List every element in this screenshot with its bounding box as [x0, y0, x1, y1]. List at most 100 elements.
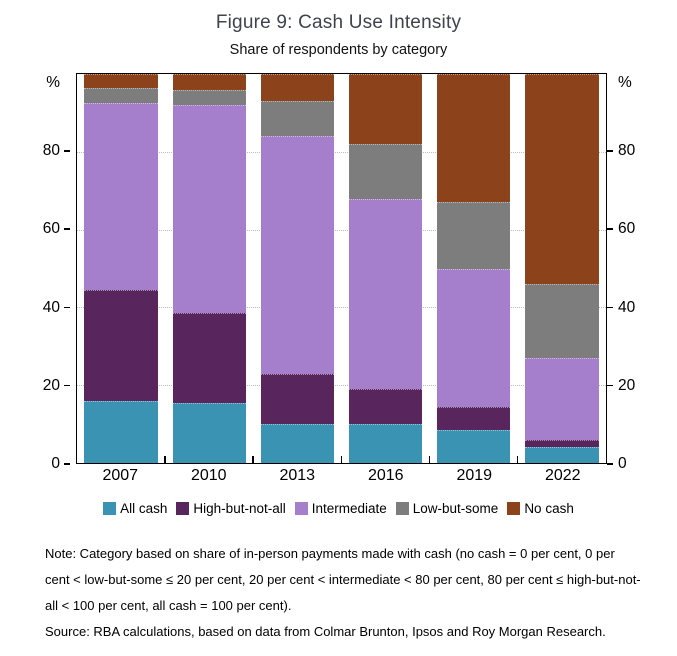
x-axis-label-2019: 2019: [456, 467, 493, 484]
segment-low-but-some-2019: [437, 202, 511, 269]
segment-all-cash-2016: [349, 424, 423, 463]
legend-swatch: [507, 502, 521, 515]
bars-container: [77, 74, 606, 463]
y-axis-label-40: 40: [42, 298, 60, 316]
segment-all-cash-2007: [84, 400, 158, 463]
y-axis-label-20: 20: [618, 376, 636, 394]
y-axis-tickmark-40: [607, 306, 613, 309]
y-axis-right-unit: %: [618, 74, 632, 91]
figure-title: Figure 9: Cash Use Intensity: [215, 12, 462, 33]
legend-label: No cash: [524, 501, 574, 516]
legend-label: Intermediate: [311, 501, 387, 516]
segment-all-cash-2010: [172, 402, 246, 463]
segment-low-but-some-2010: [172, 89, 246, 106]
figure-subtitle: Share of respondents by category: [229, 42, 448, 58]
y-axis-label-0: 0: [618, 455, 627, 472]
x-axis-tick: [252, 456, 254, 463]
y-axis-tickmark-60: [64, 228, 70, 230]
segment-intermediate-2016: [349, 198, 423, 390]
y-axis-left: % 0 20 40 60 80: [0, 73, 70, 472]
stacked-bar-2016: [349, 74, 423, 463]
legend-swatch: [294, 502, 308, 515]
segment-low-but-some-2013: [260, 101, 334, 137]
segment-no-cash-2022: [525, 74, 599, 285]
x-axis-label-2007: 2007: [102, 467, 139, 484]
bar-slot-2007: [77, 74, 165, 463]
segment-high-but-not-all-2022: [525, 439, 599, 448]
segment-high-but-not-all-2016: [349, 389, 423, 425]
y-axis-right: % 0 20 40 60 80: [607, 73, 677, 472]
segment-low-but-some-2007: [84, 87, 158, 104]
segment-high-but-not-all-2019: [437, 406, 511, 430]
bar-slot-2019: [430, 74, 518, 463]
segment-no-cash-2016: [349, 74, 423, 145]
y-axis-label-80: 80: [618, 142, 636, 160]
gridline-60: [77, 229, 606, 231]
segment-intermediate-2022: [525, 358, 599, 440]
y-axis-label-0: 0: [51, 455, 60, 472]
stacked-bar-2022: [525, 74, 599, 463]
legend-label: All cash: [120, 501, 168, 516]
y-axis-tickmark-20: [607, 384, 613, 387]
legend-swatch: [395, 502, 409, 515]
segment-no-cash-2013: [260, 74, 334, 102]
legend-item-intermediate: Intermediate: [294, 501, 387, 516]
segment-low-but-some-2022: [525, 284, 599, 358]
stacked-bar-2019: [437, 74, 511, 463]
y-axis-label-40: 40: [618, 298, 636, 316]
y-axis-label-20: 20: [42, 376, 60, 394]
y-axis-tickmark-60: [607, 228, 613, 230]
segment-all-cash-2019: [437, 429, 511, 463]
gridline-40: [77, 307, 606, 309]
y-axis-left-unit: %: [46, 74, 60, 91]
stacked-bar-2010: [172, 74, 246, 463]
y-axis-tickmark-40: [64, 306, 70, 309]
gridline-80: [77, 151, 606, 153]
figure-note: Note: Category based on share of in-pers…: [45, 546, 641, 613]
chart-legend: All cash High-but-not-all Intermediate Low-…: [0, 501, 677, 516]
segment-all-cash-2022: [525, 447, 599, 463]
y-axis-tickmark-0: [607, 463, 613, 465]
y-axis-tickmark-20: [64, 384, 70, 387]
stacked-bar-2007: [84, 74, 158, 463]
x-axis-tick: [340, 456, 342, 463]
legend-label: Low-but-some: [412, 501, 499, 516]
segment-high-but-not-all-2010: [172, 313, 246, 403]
segment-all-cash-2013: [260, 424, 334, 463]
legend-item-high-but-not-all: High-but-not-all: [176, 501, 286, 516]
legend-item-all-cash: All cash: [103, 501, 167, 516]
legend-item-no-cash: No cash: [507, 501, 574, 516]
x-axis-labels: 2007 2010 2013 2016 2019 2022: [76, 467, 607, 485]
bar-slot-2013: [253, 74, 341, 463]
chart-plot-area: [76, 73, 607, 464]
segment-high-but-not-all-2013: [260, 373, 334, 425]
legend-label: High-but-not-all: [193, 501, 286, 516]
y-axis-tickmark-0: [64, 463, 70, 465]
segment-intermediate-2010: [172, 105, 246, 314]
y-axis-label-60: 60: [618, 220, 636, 238]
x-axis-label-2022: 2022: [544, 467, 581, 484]
legend-swatch: [176, 502, 190, 515]
x-axis-tick: [164, 456, 166, 463]
x-axis-tick: [428, 456, 431, 463]
y-axis-label-80: 80: [42, 142, 60, 160]
x-axis-tick: [516, 456, 519, 463]
gridline-20: [77, 385, 606, 387]
segment-no-cash-2010: [172, 74, 246, 90]
bar-slot-2022: [518, 74, 606, 463]
x-axis-label-2013: 2013: [279, 467, 316, 484]
segment-no-cash-2019: [437, 74, 511, 203]
stacked-bar-2013: [260, 74, 334, 463]
figure-source: Source: RBA calculations, based on data …: [45, 624, 606, 639]
legend-swatch: [103, 502, 117, 515]
x-axis-label-2010: 2010: [190, 467, 227, 484]
segment-no-cash-2007: [84, 74, 158, 88]
y-axis-tickmark-80: [607, 150, 613, 152]
segment-intermediate-2007: [84, 103, 158, 290]
legend-item-low-but-some: Low-but-some: [395, 501, 499, 516]
segment-high-but-not-all-2007: [84, 289, 158, 401]
segment-intermediate-2013: [260, 136, 334, 374]
y-axis-tickmark-80: [64, 150, 70, 152]
segment-intermediate-2019: [437, 268, 511, 407]
x-axis-label-2016: 2016: [367, 467, 404, 484]
